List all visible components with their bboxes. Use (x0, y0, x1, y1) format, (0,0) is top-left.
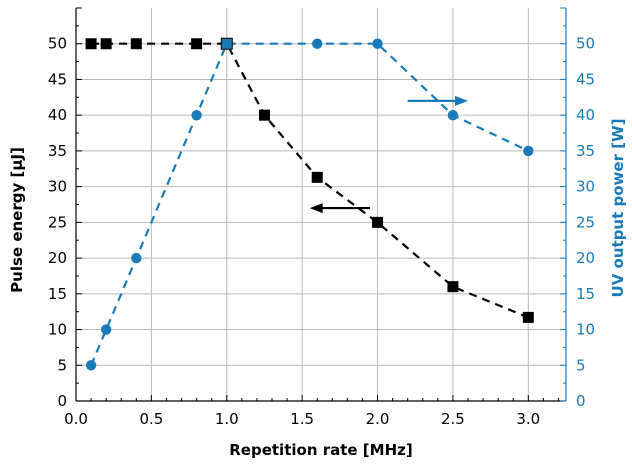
data-point-overlap (220, 37, 233, 50)
y-axis-title-right: UV output power [W] (609, 119, 627, 298)
x-tick-label: 0.5 (139, 410, 163, 428)
y-tick-label-left: 35 (48, 142, 67, 160)
data-point-pulse-energy (522, 311, 534, 323)
y-tick-label-left: 0 (57, 392, 67, 410)
y-tick-label-right: 50 (576, 35, 595, 53)
y-tick-label-left: 10 (48, 321, 67, 339)
x-tick-label: 2.5 (441, 410, 465, 428)
series-line-2 (90, 42, 529, 366)
y-tick-label-left: 30 (48, 178, 67, 196)
data-point-uv-power (523, 145, 534, 157)
series (85, 37, 534, 371)
data-point-uv-power (100, 324, 112, 335)
y-tick-label-right: 30 (576, 178, 595, 196)
data-point-pulse-energy (447, 281, 459, 293)
data-point-uv-power (372, 38, 383, 49)
y-axis-title-left: Pulse energy [µJ] (8, 147, 26, 293)
y-tick-label-right: 10 (576, 321, 595, 339)
axes: 0.0 0.5 1.0 1.5 2.0 2.5 3.0 0 5 10 15 20 25 30 35 40 45 5… (48, 7, 595, 428)
data-point-uv-power (312, 38, 323, 49)
y-tick-label-left: 40 (48, 106, 67, 124)
data-point-uv-power (85, 360, 97, 371)
data-point-uv-power (131, 252, 142, 264)
y-tick-label-left: 15 (48, 285, 67, 303)
annotations (309, 95, 468, 214)
x-tick-label: 0.0 (64, 410, 88, 428)
data-point-uv-power (447, 109, 459, 121)
data-point-pulse-energy (311, 171, 323, 183)
x-tick-label: 3.0 (516, 410, 540, 428)
data-point-pulse-energy (130, 38, 142, 50)
data-point-pulse-energy (85, 38, 97, 50)
data-point-pulse-energy (372, 216, 384, 228)
y-tick-label-right: 45 (576, 70, 595, 88)
data-point-pulse-energy (100, 38, 112, 50)
arrow-head-left (309, 203, 323, 214)
data-point-pulse-energy (191, 38, 203, 50)
y-tick-label-right: 0 (576, 392, 586, 410)
data-point-pulse-energy (258, 109, 270, 121)
x-tick-label: 1.0 (215, 410, 239, 428)
y-tick-label-right: 25 (576, 213, 595, 231)
x-axis-title: Repetition rate [MHz] (229, 441, 412, 459)
y-tick-label-right: 15 (576, 285, 595, 303)
y-tick-label-left: 25 (48, 213, 67, 231)
y-tick-label-right: 35 (576, 142, 595, 160)
x-tick-label: 2.0 (366, 410, 390, 428)
data-point-uv-power (191, 109, 202, 121)
y-tick-label-left: 5 (57, 356, 67, 374)
y-tick-label-right: 20 (576, 249, 595, 267)
series-line-1 (91, 42, 529, 319)
x-tick-label: 1.5 (290, 410, 314, 428)
y-tick-label-left: 50 (48, 35, 67, 53)
y-tick-label-left: 45 (48, 70, 67, 88)
y-tick-label-right: 5 (576, 356, 586, 374)
y-tick-label-left: 20 (48, 249, 67, 267)
y-tick-label-right: 40 (576, 106, 595, 124)
arrow-head-right (455, 95, 468, 106)
